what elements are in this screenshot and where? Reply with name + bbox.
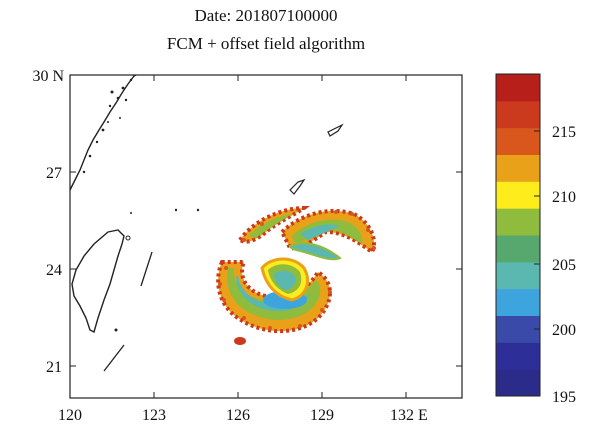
colorbar-tick-label: 215: [552, 124, 576, 141]
typhoon-cloud-field: [216, 205, 376, 345]
colorbar-band: [496, 342, 540, 370]
y-tick-label: 24: [46, 262, 62, 279]
island-dot: [130, 212, 132, 214]
colorbar-band: [496, 261, 540, 290]
colorbar-tick-label: 210: [552, 189, 576, 206]
chart-title-algorithm: FCM + offset field algorithm: [166, 34, 366, 53]
y-tick-label: 21: [46, 359, 62, 376]
colorbar-band: [496, 235, 540, 263]
taiwan-outline: [71, 229, 125, 334]
track-line: [140, 251, 153, 287]
colorbar-band: [496, 181, 540, 209]
colorbar-tick-label: 205: [552, 257, 576, 274]
x-tick-label: 129: [310, 407, 334, 424]
colorbar-band: [496, 315, 540, 343]
colorbar-band: [496, 154, 540, 182]
island-dot: [114, 328, 118, 332]
coastal-islands: [82, 78, 133, 174]
colorbar-band: [496, 369, 540, 397]
china-coastline: [70, 75, 137, 191]
colorbar-band: [496, 288, 540, 316]
colorbar-band: [496, 127, 540, 155]
y-axis-ticks: [70, 74, 462, 367]
y-tick-label: 30 N: [32, 68, 64, 85]
okinawa-island: [289, 178, 306, 195]
x-tick-label: 126: [226, 407, 250, 424]
x-tick-label: 132 E: [390, 407, 428, 424]
colorbar-band: [496, 74, 540, 102]
island-dot: [196, 208, 200, 212]
colorbar-frame: [495, 73, 541, 397]
track-line: [103, 344, 125, 372]
island-dot: [174, 208, 178, 212]
amami-island: [327, 123, 344, 137]
colorbar: [496, 74, 540, 397]
colorbar-band: [496, 208, 540, 236]
colorbar-tick-label: 195: [552, 389, 576, 406]
x-tick-label: 120: [58, 407, 82, 424]
chart-title-date: Date: 201807100000: [194, 6, 338, 25]
colorbar-tick-label: 200: [552, 322, 576, 339]
map-frame: [69, 74, 463, 399]
colorbar-band: [496, 100, 540, 129]
y-tick-label: 27: [46, 165, 62, 182]
map-content: [70, 75, 376, 372]
x-tick-label: 123: [142, 407, 166, 424]
x-axis-ticks: [69, 75, 407, 398]
island-dot: [125, 235, 131, 241]
